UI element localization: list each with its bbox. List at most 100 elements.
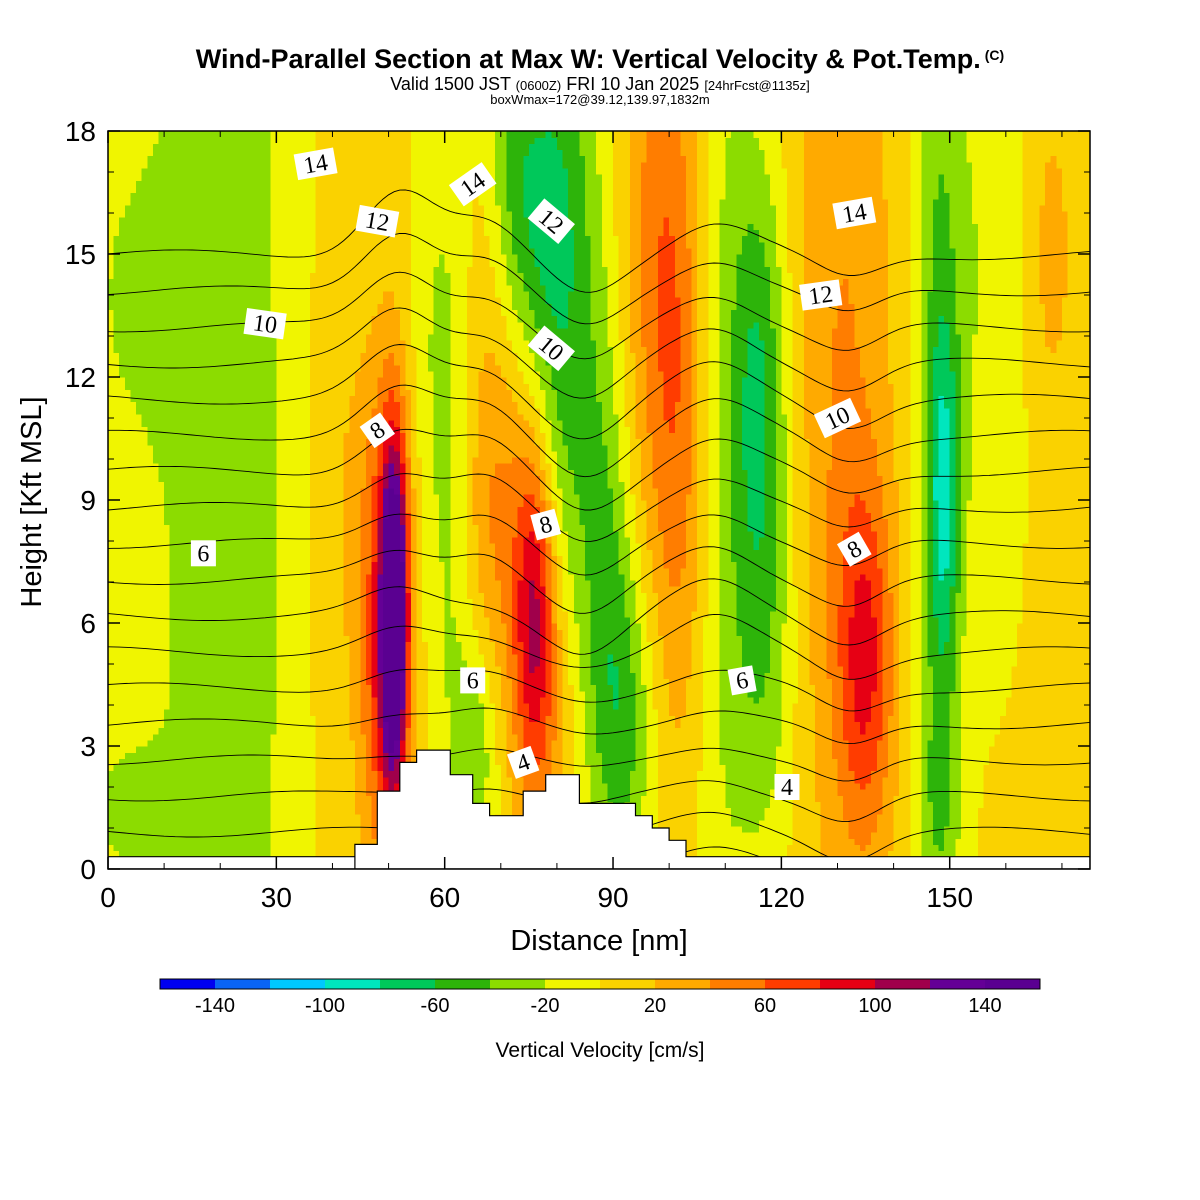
w-field-cell — [523, 493, 530, 538]
w-field-cell — [972, 131, 979, 224]
w-field-cell — [944, 321, 951, 409]
w-field-cell — [444, 131, 451, 274]
w-field-cell — [562, 131, 569, 169]
x-tick-label: 90 — [597, 882, 628, 913]
w-field-cell — [405, 727, 412, 790]
w-field-cell — [865, 579, 872, 722]
w-field-cell — [377, 672, 384, 729]
w-field-cell — [534, 764, 541, 815]
w-field-cell — [781, 131, 788, 169]
w-field-cell — [1056, 131, 1063, 169]
w-field-cell — [719, 764, 726, 869]
box-info: boxWmax=172@39.12,139.97,1832m — [490, 92, 710, 107]
w-field-cell — [843, 739, 850, 821]
x-tick-label: 150 — [926, 882, 973, 913]
w-field-cell — [517, 370, 524, 415]
w-field-cell — [1045, 131, 1052, 163]
w-field-cell — [562, 530, 569, 612]
w-field-cell — [736, 635, 743, 827]
w-field-cell — [747, 223, 754, 329]
svg-text:6: 6 — [197, 541, 209, 567]
w-field-cell — [534, 666, 541, 722]
w-field-cell — [506, 131, 513, 212]
w-field-cell — [949, 247, 956, 372]
w-field-cell — [910, 131, 917, 869]
w-field-cell — [927, 666, 934, 741]
w-field-cell — [607, 131, 614, 347]
axes: 0 30 60 90 120 150 0 3 6 9 12 15 18 — [65, 116, 1090, 913]
w-field-cell — [1039, 303, 1046, 869]
colorbar-swatch — [930, 979, 986, 989]
w-field-cell — [753, 131, 760, 138]
w-field-cell — [843, 530, 850, 741]
w-field-cell — [613, 235, 620, 415]
w-field-cell — [136, 131, 143, 181]
w-field-cell — [871, 530, 878, 618]
colorbar-tick-label: -20 — [531, 995, 560, 1017]
w-field-cell — [377, 377, 384, 433]
theta-contour-line — [108, 513, 1090, 576]
w-field-cell — [512, 309, 519, 353]
w-field-cell — [489, 266, 496, 353]
x-tick-label: 120 — [758, 882, 805, 913]
w-field-cell — [887, 592, 895, 716]
w-field-cell — [360, 131, 367, 353]
w-field-cell — [377, 518, 384, 575]
w-field-cell — [702, 616, 710, 869]
w-field-cell — [175, 131, 182, 869]
w-field-cell — [119, 217, 126, 378]
w-field-cell — [685, 493, 693, 679]
w-field-cell — [742, 131, 749, 237]
w-field-cell — [405, 456, 412, 513]
w-field-cell — [371, 475, 378, 563]
w-field-cell — [124, 389, 132, 753]
w-field-cell — [949, 586, 956, 692]
w-field-cell — [265, 131, 272, 869]
w-field-cell — [753, 137, 760, 230]
w-field-cell — [405, 389, 412, 458]
w-field-cell — [321, 131, 328, 869]
w-field-cell — [899, 131, 906, 869]
w-field-cell — [556, 629, 564, 802]
w-field-cell — [433, 131, 440, 267]
w-field-cell — [859, 131, 867, 378]
w-field-cell — [276, 131, 283, 869]
w-field-cell — [573, 131, 580, 495]
y-tick-label: 12 — [65, 362, 96, 393]
w-field-cell — [472, 524, 479, 630]
svg-text:10: 10 — [251, 310, 278, 339]
w-field-cell — [523, 340, 530, 384]
w-field-cell — [1045, 161, 1052, 347]
w-field-cell — [338, 131, 345, 869]
w-field-cell — [972, 333, 979, 869]
w-field-cell — [708, 131, 715, 869]
w-field-cell — [478, 370, 485, 593]
w-field-cell — [753, 321, 760, 550]
w-field-cell — [394, 475, 401, 495]
w-field-cell — [551, 389, 558, 452]
theta-contour-label: 4 — [507, 745, 540, 779]
w-field-cell — [635, 623, 642, 845]
w-field-cell — [601, 131, 609, 267]
w-field-cell — [528, 672, 536, 722]
w-field-cell — [854, 131, 861, 347]
w-field-cell — [394, 450, 401, 476]
w-field-cell — [719, 198, 726, 766]
w-field-cell — [489, 543, 496, 643]
w-field-cell — [545, 420, 552, 464]
w-field-cell — [287, 131, 294, 869]
w-field-cell — [382, 358, 390, 403]
w-field-cell — [725, 807, 732, 869]
theta-contour-label: 12 — [527, 198, 575, 245]
w-field-cell — [270, 327, 277, 735]
w-field-cell — [618, 573, 625, 815]
w-field-cell — [382, 290, 390, 360]
w-field-cell — [753, 832, 760, 869]
w-field-cell — [831, 131, 839, 329]
w-field-cell — [938, 131, 945, 175]
w-field-cell — [938, 579, 945, 655]
w-field-cell — [977, 131, 984, 809]
theta-contour-label: 6 — [460, 667, 486, 694]
w-field-cell — [635, 438, 642, 544]
